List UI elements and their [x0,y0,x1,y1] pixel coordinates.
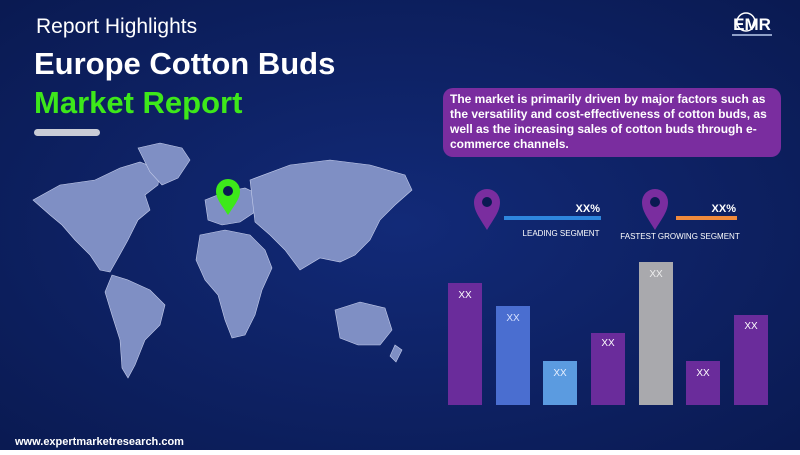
pin-hole [223,186,233,196]
description: The market is primarily driven by major … [450,92,767,151]
segment-leading: XX% LEADING SEGMENT [474,189,601,238]
bar [448,283,482,405]
segment-line [676,216,737,220]
description-frame: The market is primarily driven by major … [450,92,767,151]
segment-pin [642,189,668,230]
footer-url: www.expertmarketresearch.com [14,436,184,448]
greenland [137,142,191,186]
segment-pin-hole [482,197,492,207]
north-america [32,161,161,273]
title-line1: Europe Cotton Buds [34,46,335,81]
bar-group: XX XX XX XX XX XX XX [448,262,768,405]
bar-label: XX [744,321,758,332]
bar-label: XX [458,290,472,301]
logo: EMR [732,12,772,36]
segment-fastest: XX% FASTEST GROWING SEGMENT [620,189,740,241]
bar [639,262,673,405]
new-zealand [389,344,403,363]
segment-value: XX% [712,203,737,215]
segment-pin-hole [650,197,660,207]
bar-label: XX [601,338,615,349]
segment-label: FASTEST GROWING SEGMENT [620,232,740,241]
title-line2: Market Report [34,85,242,120]
bar-label: XX [649,269,663,280]
segment-label: LEADING SEGMENT [523,229,600,238]
location-pin [216,179,240,215]
description-box [443,88,781,157]
asia [249,159,413,271]
bar [686,361,720,405]
bar [591,333,625,405]
bar-label: XX [696,368,710,379]
bar [543,361,577,405]
bar [734,315,768,405]
africa [195,229,273,339]
kicker: Report Highlights [36,15,197,38]
australia [334,301,393,346]
logo-text: EMR [733,15,771,34]
logo-tagline [732,34,772,36]
segment-value: XX% [576,203,601,215]
bar-label: XX [553,368,567,379]
logo-globe [736,12,756,32]
pin-body [216,179,240,215]
south-america [104,274,166,379]
segment-line [504,216,601,220]
bar-label: XX [506,313,520,324]
title-underline [34,129,100,136]
segment-pin [474,189,500,230]
bar [496,306,530,405]
